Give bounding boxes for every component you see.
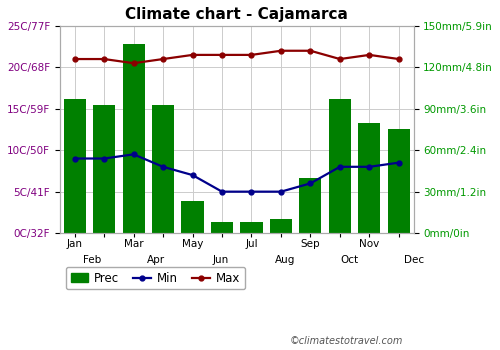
Text: Oct: Oct [340,256,358,265]
Title: Climate chart - Cajamarca: Climate chart - Cajamarca [126,7,348,22]
Text: Aug: Aug [275,256,295,265]
Bar [152,105,174,233]
Text: Apr: Apr [148,256,166,265]
Bar [300,178,322,233]
Bar [182,201,204,233]
Bar [93,105,115,233]
Bar [240,222,262,233]
Bar [388,130,410,233]
Bar [211,222,233,233]
Bar [122,44,144,233]
Bar [270,219,292,233]
Text: Dec: Dec [404,256,423,265]
Text: Jun: Jun [212,256,229,265]
Text: Feb: Feb [83,256,101,265]
Text: ©climatestotravel.com: ©climatestotravel.com [290,336,404,346]
Legend: Prec, Min, Max: Prec, Min, Max [66,267,245,289]
Bar [64,99,86,233]
Bar [329,99,351,233]
Bar [358,122,380,233]
